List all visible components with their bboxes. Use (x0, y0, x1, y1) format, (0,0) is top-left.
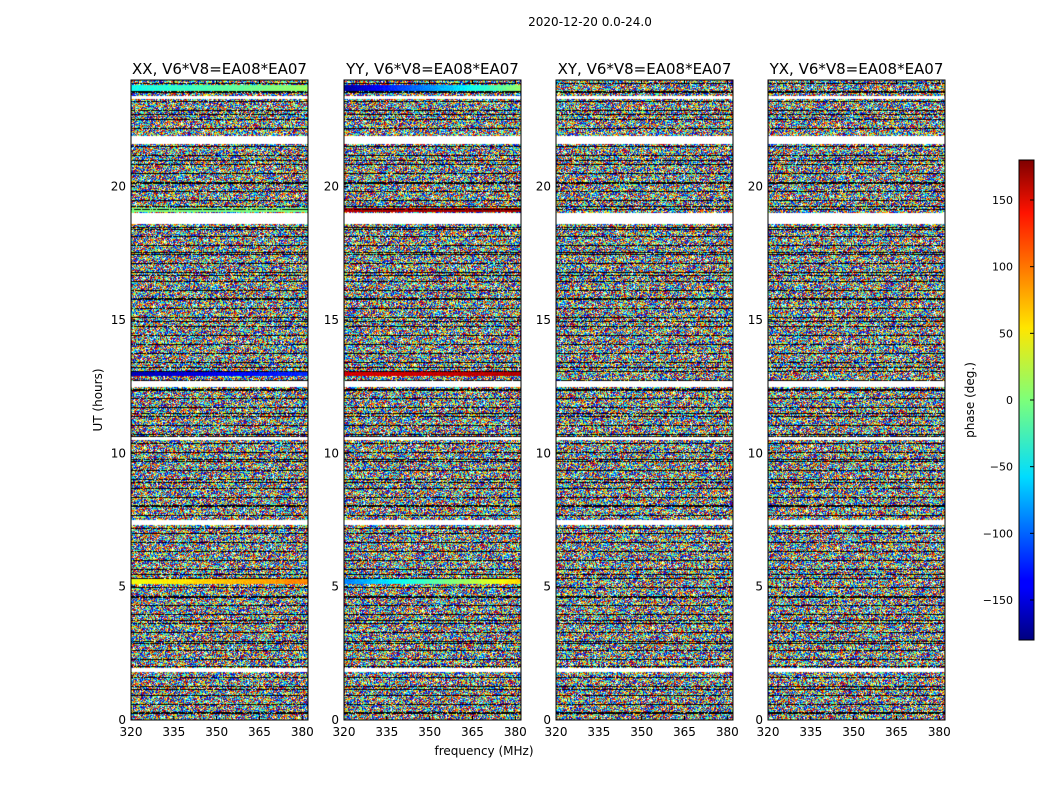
x-tick-label: 380 (716, 725, 739, 739)
colorbar-tick-label: −150 (983, 594, 1013, 607)
colorbar-tick-label: 100 (992, 261, 1013, 274)
panel-xy: XY, V6*V8=EA08*EA07 320 335 350 365 380 0 5 10 15… (536, 60, 739, 739)
x-tick-label: 335 (799, 725, 822, 739)
panel-title: YX, V6*V8=EA08*EA07 (769, 60, 944, 78)
y-tick-label: 15 (111, 313, 126, 327)
panel-frame (555, 79, 734, 721)
colorbar-ticks: 150 100 50 0 −50 −100 −150 (983, 194, 1034, 607)
y-axis-label: UT (hours) (91, 368, 105, 431)
phase-image-yy (344, 80, 521, 720)
y-tick-label: 10 (748, 446, 763, 460)
colorbar-tick-label: 150 (992, 194, 1013, 207)
panel-title: YY, V6*V8=EA08*EA07 (345, 60, 519, 78)
x-tick-label: 365 (885, 725, 908, 739)
x-tick-label: 380 (291, 725, 314, 739)
colorbar-tick-label: 50 (999, 327, 1013, 340)
phase-image-yx (768, 80, 945, 720)
phase-image-xx (131, 80, 308, 720)
panel-xx: XX, V6*V8=EA08*EA07 320 335 350 365 380 0 5 10 15… (111, 60, 314, 739)
panel-frame (343, 79, 522, 721)
x-tick-label: 380 (504, 725, 527, 739)
x-tick-label: 350 (205, 725, 228, 739)
x-tick-label: 350 (418, 725, 441, 739)
y-tick-label: 0 (543, 713, 551, 727)
x-tick-label: 320 (120, 725, 143, 739)
panels: XX, V6*V8=EA08*EA07 320 335 350 365 380 0 5 10 15… (111, 60, 951, 739)
x-tick-label: 335 (162, 725, 185, 739)
y-tick-label: 20 (748, 180, 763, 194)
x-tick-label: 320 (757, 725, 780, 739)
x-tick-label: 365 (248, 725, 271, 739)
x-tick-label: 320 (333, 725, 356, 739)
y-tick-label: 0 (118, 713, 126, 727)
x-tick-label: 350 (630, 725, 653, 739)
x-tick-label: 335 (375, 725, 398, 739)
x-tick-label: 365 (461, 725, 484, 739)
colorbar-tick-label: −50 (990, 461, 1013, 474)
y-tick-label: 10 (536, 446, 551, 460)
y-tick-label: 5 (118, 580, 126, 594)
panel-title: XY, V6*V8=EA08*EA07 (558, 60, 732, 78)
colorbar: 150 100 50 0 −50 −100 −150 phase (deg.) (963, 159, 1035, 641)
y-tick-label: 5 (755, 580, 763, 594)
x-axis-label: frequency (MHz) (434, 744, 533, 758)
y-tick-label: 10 (111, 446, 126, 460)
y-tick-label: 15 (324, 313, 339, 327)
colorbar-tick-label: −100 (983, 527, 1013, 540)
panel-frame (130, 79, 309, 721)
panel-frame (767, 79, 946, 721)
x-tick-label: 365 (673, 725, 696, 739)
phase-image-xy (556, 80, 733, 720)
y-tick-label: 5 (331, 580, 339, 594)
panel-yx: YX, V6*V8=EA08*EA07 320 335 350 365 380 0 5 10 15… (748, 60, 951, 739)
figure-suptitle: 2020-12-20 0.0-24.0 (528, 15, 652, 29)
y-tick-label: 15 (536, 313, 551, 327)
panel-title: XX, V6*V8=EA08*EA07 (132, 60, 307, 78)
y-tick-label: 20 (111, 180, 126, 194)
panel-yy: YY, V6*V8=EA08*EA07 320 335 350 365 380 0 5 10 15… (324, 60, 527, 739)
y-tick-label: 20 (324, 180, 339, 194)
x-tick-label: 380 (928, 725, 951, 739)
y-tick-label: 10 (324, 446, 339, 460)
x-tick-label: 335 (587, 725, 610, 739)
colorbar-label: phase (deg.) (963, 362, 977, 438)
colorbar-tick-label: 0 (1006, 394, 1013, 407)
x-tick-label: 350 (842, 725, 865, 739)
y-tick-label: 5 (543, 580, 551, 594)
y-tick-label: 20 (536, 180, 551, 194)
x-tick-label: 320 (545, 725, 568, 739)
y-tick-label: 0 (331, 713, 339, 727)
y-tick-label: 15 (748, 313, 763, 327)
y-tick-label: 0 (755, 713, 763, 727)
